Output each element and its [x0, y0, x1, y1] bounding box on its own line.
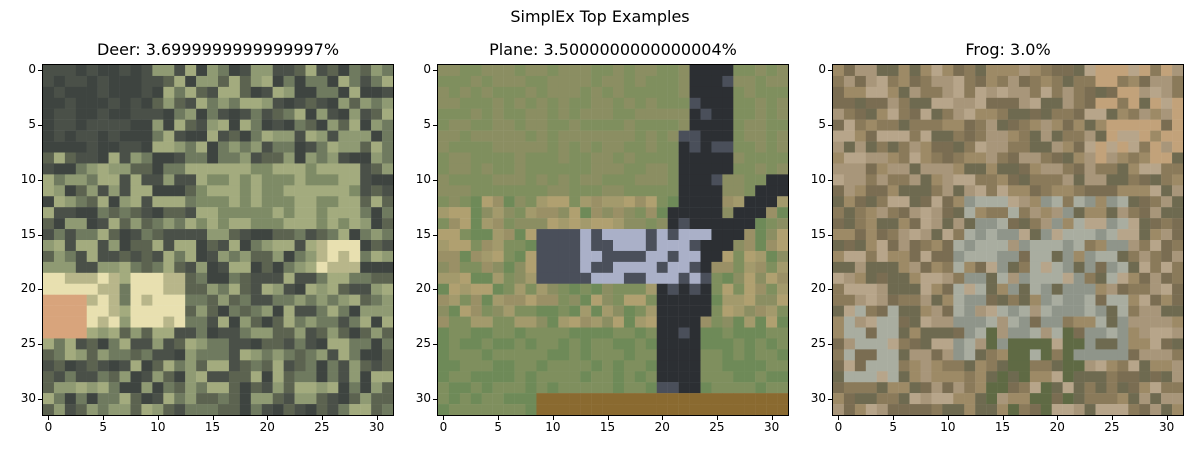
y-tick-label: 20	[415, 281, 431, 296]
x-tick-label: 25	[1104, 420, 1120, 434]
y-tick-mark	[433, 234, 437, 236]
x-tick-label: 10	[940, 420, 956, 434]
y-tick-mark	[38, 179, 42, 181]
x-tick-label: 10	[545, 420, 561, 434]
y-tick-mark	[433, 179, 437, 181]
x-tick-mark	[771, 416, 773, 420]
x-tick-label: 0	[834, 420, 843, 434]
y-tick-mark	[828, 289, 832, 291]
y-tick-label: 30	[810, 390, 826, 405]
x-tick-mark	[1111, 416, 1113, 420]
y-tick-label: 20	[810, 281, 826, 296]
y-tick-label: 10	[415, 171, 431, 186]
x-tick-label: 20	[259, 420, 275, 434]
image-axes	[42, 64, 394, 416]
y-tick-label: 10	[20, 171, 36, 186]
y-tick-mark	[433, 70, 437, 72]
y-tick-label: 10	[810, 171, 826, 186]
x-tick-label: 20	[1049, 420, 1065, 434]
y-tick-label: 25	[415, 335, 431, 350]
x-tick-label: 15	[994, 420, 1011, 434]
y-tick-label: 30	[20, 390, 36, 405]
panel-title: Plane: 3.5000000000000004%	[489, 40, 737, 59]
x-tick-label: 30	[763, 420, 780, 434]
x-tick-mark	[157, 416, 159, 420]
x-tick-label: 15	[599, 420, 616, 434]
x-tick-label: 25	[709, 420, 725, 434]
x-tick-mark	[443, 416, 445, 420]
x-tick-label: 30	[1158, 420, 1175, 434]
y-tick-mark	[828, 125, 832, 127]
y-tick-label: 15	[810, 226, 826, 241]
y-tick-label: 5	[28, 117, 36, 132]
y-tick-label: 0	[818, 62, 826, 77]
y-tick-mark	[38, 125, 42, 127]
x-tick-mark	[716, 416, 718, 420]
x-tick-label: 20	[654, 420, 670, 434]
y-tick-mark	[828, 70, 832, 72]
x-tick-mark	[103, 416, 105, 420]
panel-title: Frog: 3.0%	[965, 40, 1051, 59]
y-tick-mark	[433, 343, 437, 345]
x-tick-mark	[838, 416, 840, 420]
x-tick-label: 5	[889, 420, 897, 434]
deer-image	[43, 65, 393, 415]
y-tick-mark	[38, 289, 42, 291]
frog-image	[833, 65, 1183, 415]
x-tick-mark	[48, 416, 50, 420]
x-tick-mark	[1002, 416, 1004, 420]
x-tick-mark	[893, 416, 895, 420]
y-tick-mark	[38, 234, 42, 236]
panel-title: Deer: 3.6999999999999997%	[96, 40, 340, 59]
y-tick-label: 5	[818, 117, 826, 132]
y-tick-mark	[38, 343, 42, 345]
x-tick-mark	[321, 416, 323, 420]
x-tick-mark	[607, 416, 609, 420]
x-tick-label: 10	[150, 420, 166, 434]
y-tick-mark	[433, 398, 437, 400]
figure-suptitle: SimplEx Top Examples	[510, 7, 690, 26]
y-tick-mark	[38, 70, 42, 72]
image-axes	[832, 64, 1184, 416]
y-tick-mark	[828, 179, 832, 181]
x-tick-mark	[662, 416, 664, 420]
x-tick-mark	[947, 416, 949, 420]
x-tick-mark	[1166, 416, 1168, 420]
y-tick-label: 25	[810, 335, 826, 350]
x-tick-mark	[267, 416, 269, 420]
y-tick-mark	[828, 398, 832, 400]
x-tick-label: 5	[494, 420, 502, 434]
x-tick-label: 15	[204, 420, 221, 434]
y-tick-label: 0	[423, 62, 431, 77]
y-tick-mark	[828, 234, 832, 236]
x-tick-label: 30	[368, 420, 385, 434]
plane-image	[438, 65, 788, 415]
x-tick-label: 25	[314, 420, 330, 434]
y-tick-label: 5	[423, 117, 431, 132]
y-tick-label: 15	[415, 226, 431, 241]
x-tick-label: 0	[439, 420, 448, 434]
x-tick-mark	[212, 416, 214, 420]
y-tick-label: 30	[415, 390, 431, 405]
x-tick-label: 0	[44, 420, 53, 434]
x-tick-mark	[1057, 416, 1059, 420]
y-tick-mark	[38, 398, 42, 400]
y-tick-mark	[433, 125, 437, 127]
image-axes	[437, 64, 789, 416]
y-tick-label: 25	[20, 335, 36, 350]
x-tick-mark	[498, 416, 500, 420]
y-tick-mark	[828, 343, 832, 345]
y-tick-mark	[433, 289, 437, 291]
x-tick-label: 5	[99, 420, 107, 434]
y-tick-label: 0	[28, 62, 36, 77]
x-tick-mark	[552, 416, 554, 420]
y-tick-label: 20	[20, 281, 36, 296]
x-tick-mark	[376, 416, 378, 420]
y-tick-label: 15	[20, 226, 36, 241]
